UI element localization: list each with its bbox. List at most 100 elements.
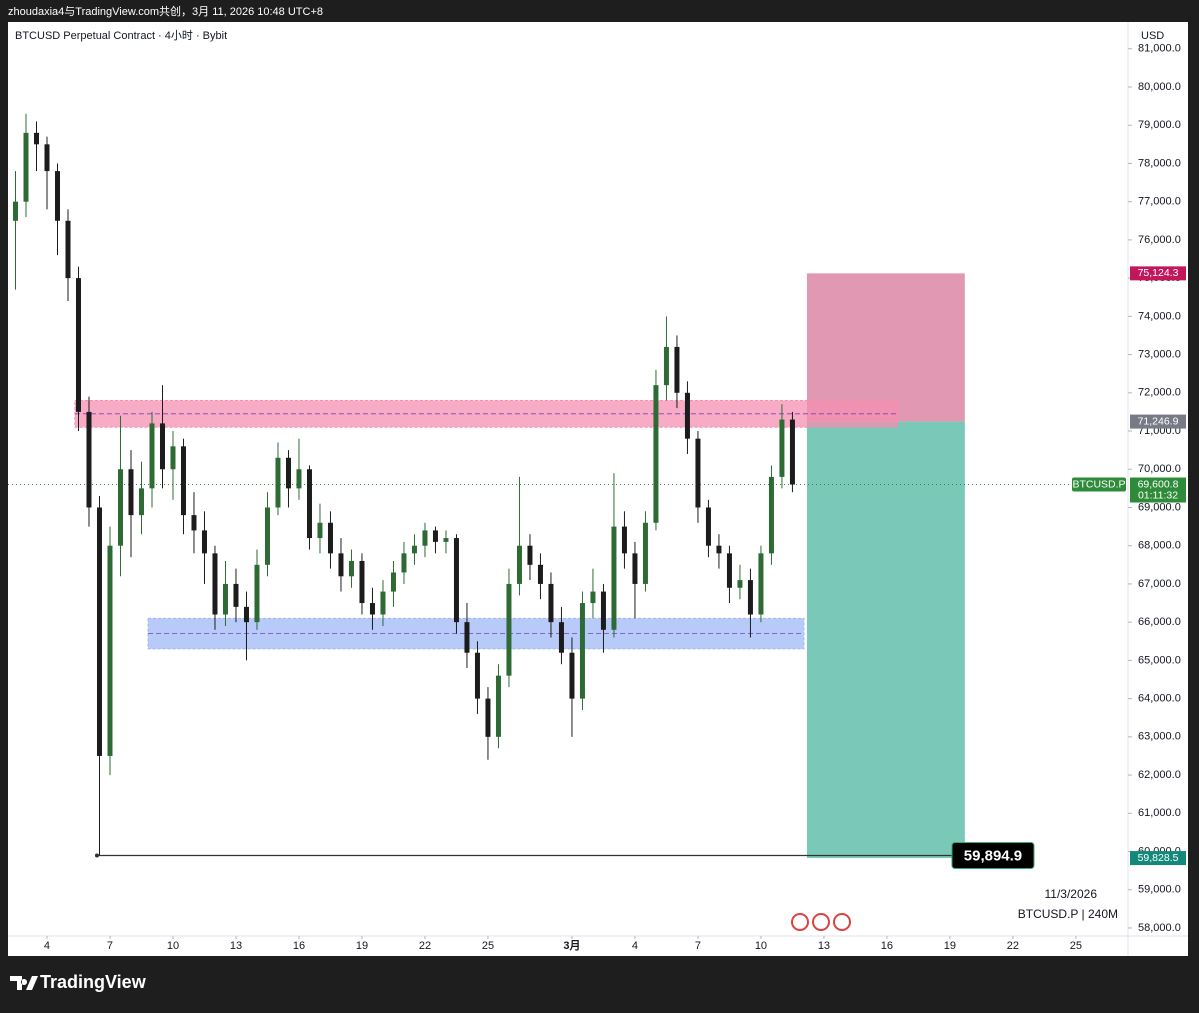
candle-body (54, 171, 60, 221)
candle-body (779, 419, 785, 477)
candle-body (212, 553, 218, 615)
candle-body (170, 446, 176, 470)
x-tick-label: 16 (881, 940, 893, 952)
stop-label: 75,124.3 (1138, 267, 1179, 279)
candle-body (243, 606, 249, 623)
candle-body (275, 457, 281, 508)
candle-body (149, 423, 155, 489)
candle-body (506, 583, 512, 676)
candle-body (317, 522, 323, 539)
y-tick-label: 61,000.0 (1138, 807, 1181, 819)
y-tick-label: 81,000.0 (1138, 43, 1181, 55)
reward-zone (806, 421, 965, 859)
symbol-label: BTCUSD.P (1072, 478, 1125, 490)
countdown: 01:11:32 (1138, 489, 1178, 501)
brand: TradingView (40, 972, 147, 992)
candle-body (621, 526, 627, 554)
candle-body (485, 698, 491, 737)
candle-body (327, 522, 333, 554)
candle-body (380, 591, 386, 615)
candle-body (65, 220, 71, 279)
credit: zhoudaxia4与TradingView.com共创，3月 11, 2026… (8, 5, 323, 18)
entry-label-box (1130, 414, 1186, 429)
candle-body (338, 553, 344, 577)
y-tick-label: 76,000.0 (1138, 234, 1181, 246)
candle-body (737, 580, 743, 588)
y-tick-label: 78,000.0 (1138, 157, 1181, 169)
last-price-label: 69,600.8 (1138, 478, 1179, 490)
candle-body (747, 580, 753, 615)
candle-body (422, 530, 428, 546)
candle-body (653, 385, 659, 523)
y-tick-label: 80,000.0 (1138, 81, 1181, 93)
x-tick-label: 13 (230, 940, 242, 952)
candle-body (684, 392, 690, 439)
candle-body (516, 545, 522, 584)
symbol-box (1072, 477, 1126, 492)
x-tick-label: 7 (107, 940, 113, 952)
candle-body (348, 560, 354, 577)
x-tick-label: 4 (632, 940, 638, 952)
brand-logo: TradingView (10, 972, 147, 992)
x-tick-label: 4 (44, 940, 50, 952)
x-tick-label: 3月 (563, 939, 580, 952)
chart-title: BTCUSD Perpetual Contract · 4小时 · Bybit (15, 29, 227, 42)
candle-body (495, 675, 501, 737)
candle-body (96, 507, 102, 756)
candle-body (548, 583, 554, 623)
candle-body (611, 526, 617, 630)
candle-body (138, 488, 144, 516)
candle-body (695, 438, 701, 508)
candle-body (285, 457, 291, 489)
candle-body (579, 603, 585, 699)
candle-body (768, 476, 774, 554)
candle-body (632, 553, 638, 584)
candle-body (233, 583, 239, 607)
candle-body (464, 622, 470, 653)
y-tick-label: 69,000.0 (1138, 501, 1181, 513)
candle-body (306, 469, 312, 539)
x-tick-label: 22 (1007, 940, 1019, 952)
y-tick-label: 74,000.0 (1138, 310, 1181, 322)
candle-body (758, 553, 764, 615)
date-label: 11/3/2026 (1045, 887, 1098, 901)
y-tick-label: 59,000.0 (1138, 884, 1181, 896)
low-label: 59,894.9 (964, 848, 1022, 865)
candle-body (107, 545, 113, 756)
candle-body (390, 572, 396, 592)
candle-body (191, 515, 197, 531)
x-tick-label: 25 (1070, 940, 1082, 952)
candle-body (86, 411, 92, 508)
y-tick-label: 72,000.0 (1138, 387, 1181, 399)
currency-box (1130, 24, 1186, 48)
candle-body (75, 278, 81, 412)
risk-zone (806, 273, 965, 422)
x-tick-label: 10 (755, 940, 767, 952)
candle-body (296, 469, 302, 489)
y-tick-label: 70,000.0 (1138, 463, 1181, 475)
candle-body (359, 560, 365, 604)
candle-body (663, 346, 669, 386)
candle-body (432, 530, 438, 542)
target-label-box (1130, 851, 1186, 866)
candle-body (569, 652, 575, 699)
candle-body (600, 591, 606, 630)
low-label-box (951, 842, 1035, 870)
x-tick-label: 13 (818, 940, 830, 952)
candle-body (117, 469, 123, 546)
y-tick-label: 66,000.0 (1138, 616, 1181, 628)
candle-body (527, 545, 533, 565)
x-tick-label: 10 (167, 940, 179, 952)
currency: USD (1141, 30, 1164, 42)
candle-body (716, 545, 722, 554)
y-tick-label: 77,000.0 (1138, 196, 1181, 208)
entry-label: 71,246.9 (1138, 415, 1179, 427)
candle-body (590, 591, 596, 604)
chart-panel (8, 22, 1188, 956)
candle-body (411, 545, 417, 554)
y-tick-label: 64,000.0 (1138, 693, 1181, 705)
symbol-interval: BTCUSD.P | 240M (1018, 907, 1118, 921)
candle-body (369, 603, 375, 615)
